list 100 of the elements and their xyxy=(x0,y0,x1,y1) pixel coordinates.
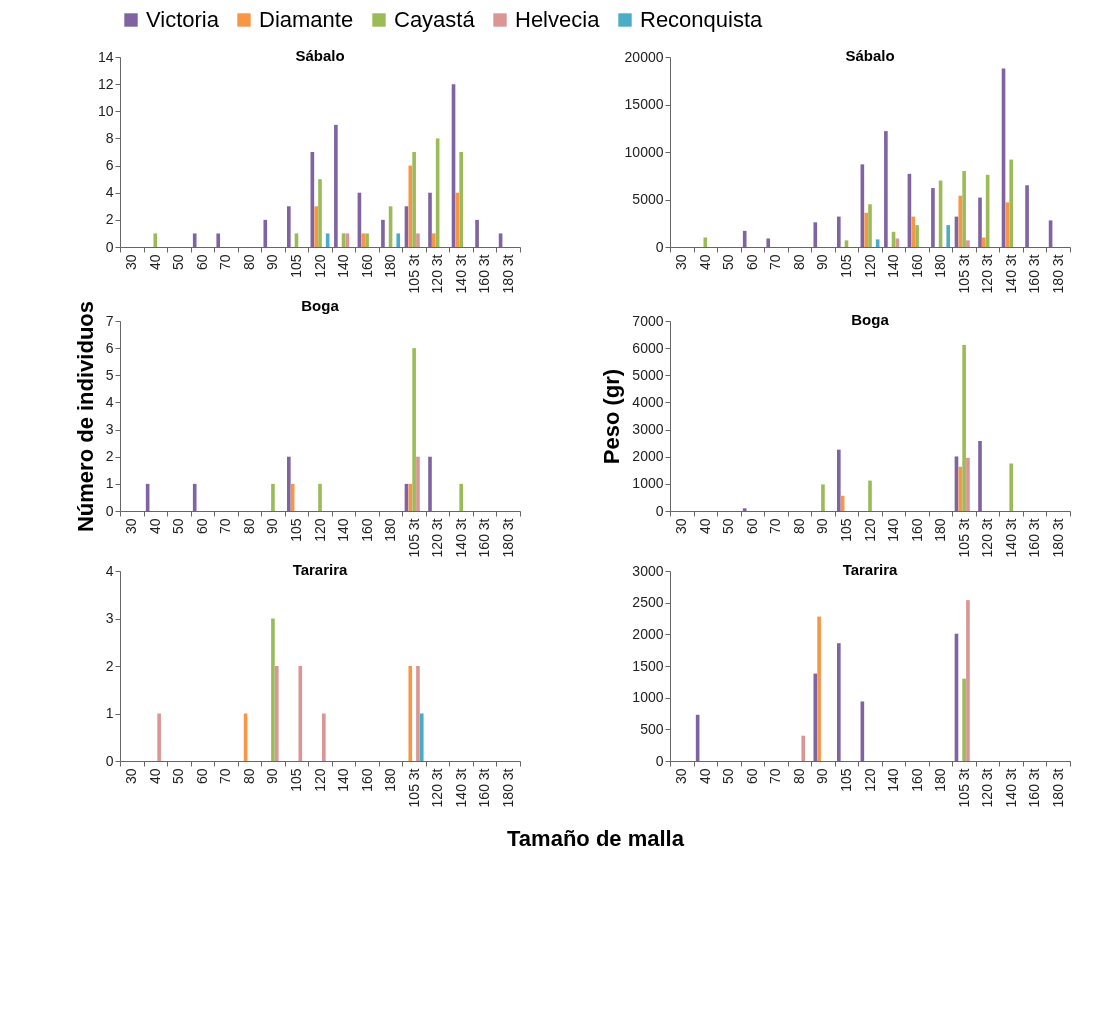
x-tick-label: 105 3t xyxy=(405,254,422,294)
bar xyxy=(837,449,841,511)
x-tick-label: 180 xyxy=(932,518,949,542)
x-tick-label: 30 xyxy=(673,518,690,535)
x-tick-label: 140 xyxy=(885,254,902,278)
x-tick-label: 60 xyxy=(743,768,760,785)
y-tick-label: 1000 xyxy=(632,689,664,706)
y-tick-label: 4000 xyxy=(632,393,664,410)
y-tick-label: 4 xyxy=(105,393,114,410)
bar xyxy=(361,233,366,247)
x-tick-label: 120 xyxy=(861,254,878,278)
x-tick-label: 105 xyxy=(287,254,304,278)
bar xyxy=(428,192,432,247)
x-axis-title: Tamaño de malla xyxy=(507,826,685,852)
y-tick-label: 10 xyxy=(97,102,114,119)
x-tick-label: 50 xyxy=(720,768,737,785)
bar xyxy=(416,456,420,511)
y-axis-title: Número de individuos xyxy=(72,300,98,533)
x-tick-label: 120 xyxy=(311,254,328,278)
bar xyxy=(958,195,963,247)
bar xyxy=(813,673,818,761)
chart-title: Boga xyxy=(301,297,340,315)
y-tick-label: 500 xyxy=(640,720,664,737)
bar xyxy=(958,466,963,511)
bar xyxy=(864,212,868,247)
legend-label: Diamante xyxy=(259,7,354,32)
bar xyxy=(821,484,825,511)
x-tick-label: 160 3t xyxy=(1026,768,1043,808)
bar xyxy=(884,131,888,247)
x-tick-label: 140 3t xyxy=(1002,768,1019,808)
x-tick-label: 30 xyxy=(673,768,690,785)
y-tick-label: 6000 xyxy=(632,339,664,356)
x-tick-label: 40 xyxy=(146,254,163,271)
y-tick-label: 3000 xyxy=(632,421,664,438)
x-tick-label: 90 xyxy=(814,768,831,785)
legend-label: Cayastá xyxy=(394,7,476,32)
y-tick-label: 1000 xyxy=(632,475,664,492)
y-tick-label: 6 xyxy=(105,157,114,174)
y-tick-label: 2000 xyxy=(632,625,664,642)
bar xyxy=(837,643,841,761)
y-tick-label: 6 xyxy=(105,339,114,356)
bar xyxy=(982,237,986,247)
x-tick-label: 160 xyxy=(358,254,375,278)
y-tick-label: 1500 xyxy=(632,657,664,674)
y-tick-label: 4 xyxy=(105,562,114,579)
bar xyxy=(1009,463,1013,511)
x-tick-label: 80 xyxy=(790,254,807,271)
y-tick-label: 3 xyxy=(105,421,114,438)
bar xyxy=(966,457,970,511)
bar xyxy=(868,480,872,511)
x-tick-label: 70 xyxy=(217,518,234,535)
x-tick-label: 160 3t xyxy=(1026,518,1043,558)
x-tick-label: 180 xyxy=(932,768,949,792)
bar xyxy=(287,456,291,511)
x-tick-label: 180 3t xyxy=(1049,254,1066,294)
x-tick-label: 120 3t xyxy=(429,518,446,558)
x-tick-label: 140 3t xyxy=(452,254,469,294)
x-tick-label: 50 xyxy=(170,254,187,271)
y-tick-label: 12 xyxy=(97,75,114,92)
x-tick-label: 105 3t xyxy=(405,768,422,808)
x-tick-label: 140 3t xyxy=(1002,518,1019,558)
y-tick-label: 4 xyxy=(105,184,114,201)
bar xyxy=(271,618,275,761)
bar xyxy=(318,179,322,247)
x-tick-label: 105 xyxy=(837,254,854,278)
x-tick-label: 70 xyxy=(767,518,784,535)
bar xyxy=(408,483,413,511)
bar xyxy=(428,456,432,511)
x-tick-label: 50 xyxy=(170,518,187,535)
bar xyxy=(946,225,951,247)
x-tick-label: 120 3t xyxy=(979,518,996,558)
x-tick-label: 70 xyxy=(217,768,234,785)
x-tick-label: 140 3t xyxy=(1002,254,1019,294)
bar xyxy=(408,165,413,247)
bar xyxy=(416,666,420,761)
x-tick-label: 70 xyxy=(767,254,784,271)
x-tick-label: 140 3t xyxy=(452,768,469,808)
x-tick-label: 40 xyxy=(696,768,713,785)
x-tick-label: 120 3t xyxy=(979,254,996,294)
x-tick-label: 50 xyxy=(170,768,187,785)
bar xyxy=(416,233,420,247)
x-tick-label: 105 3t xyxy=(955,254,972,294)
y-tick-label: 0 xyxy=(105,752,114,769)
x-tick-label: 105 3t xyxy=(955,518,972,558)
x-tick-label: 50 xyxy=(720,254,737,271)
bar xyxy=(475,219,479,247)
y-tick-label: 2 xyxy=(105,448,114,465)
x-tick-label: 105 xyxy=(287,518,304,542)
x-tick-label: 160 3t xyxy=(476,768,493,808)
x-tick-label: 180 3t xyxy=(499,768,516,808)
x-tick-label: 90 xyxy=(814,518,831,535)
bar xyxy=(801,735,806,761)
bar xyxy=(868,204,872,247)
x-tick-label: 90 xyxy=(264,768,281,785)
bar xyxy=(216,233,221,247)
bar xyxy=(274,666,279,761)
bar xyxy=(931,188,935,247)
y-tick-label: 8 xyxy=(105,129,114,146)
x-tick-label: 105 xyxy=(837,518,854,542)
bar xyxy=(915,225,919,247)
